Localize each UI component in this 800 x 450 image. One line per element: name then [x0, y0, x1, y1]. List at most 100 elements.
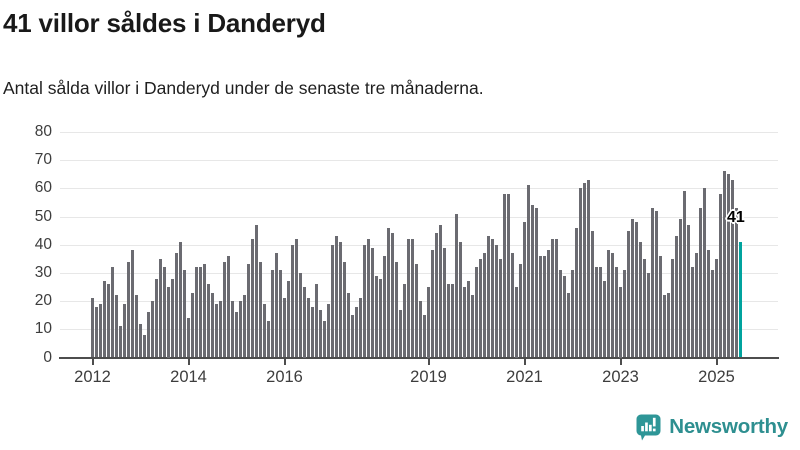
bar: [183, 270, 187, 358]
bar: [327, 303, 331, 358]
bar: [367, 239, 371, 358]
bar: [583, 182, 587, 358]
bar: [167, 287, 171, 358]
bar: [531, 205, 535, 358]
bar: [379, 278, 383, 358]
bar: [623, 270, 627, 358]
x-axis-line: [59, 357, 779, 359]
bar: [403, 284, 407, 358]
bar: [151, 301, 155, 358]
x-axis-tick: [715, 358, 718, 365]
newsworthy-logo[interactable]: Newsworthy: [635, 412, 788, 442]
bar: [155, 278, 159, 358]
chart-subtitle: Antal sålda villor i Danderyd under de s…: [3, 78, 484, 98]
bar: [563, 275, 567, 358]
bar: [451, 284, 455, 358]
bar: [731, 179, 735, 358]
bar: [279, 270, 283, 358]
x-axis-year-label: 2023: [602, 367, 639, 386]
bar: [219, 301, 223, 358]
bar: [339, 241, 343, 358]
gridline: [60, 272, 778, 274]
bar: [615, 267, 619, 358]
bar: [335, 236, 339, 358]
bar: [631, 219, 635, 358]
bar: [103, 281, 107, 358]
bar: [527, 185, 531, 358]
bar: [487, 236, 491, 358]
bar: [303, 287, 307, 358]
bar: [247, 264, 251, 358]
bar: [159, 258, 163, 358]
bar: [287, 281, 291, 358]
bar: [519, 264, 523, 358]
bar: [671, 258, 675, 358]
bar: [611, 253, 615, 358]
bar: [111, 267, 115, 358]
bar: [375, 275, 379, 358]
bar: [275, 253, 279, 358]
bar: [271, 270, 275, 358]
x-axis-tick: [427, 358, 430, 365]
bar: [295, 239, 299, 358]
bar: [91, 298, 95, 358]
bar: [591, 230, 595, 358]
bar: [607, 250, 611, 358]
bar: [343, 261, 347, 358]
x-axis-tick: [187, 358, 190, 365]
bar: [547, 250, 551, 358]
bar: [659, 255, 663, 358]
bar: [347, 292, 351, 358]
bar: [147, 312, 151, 358]
bar: [715, 258, 719, 358]
bar: [187, 318, 191, 358]
newsworthy-wordmark: Newsworthy: [669, 415, 788, 438]
bar: [355, 306, 359, 358]
bar: [235, 312, 239, 358]
x-axis-year-label: 2012: [74, 367, 111, 386]
x-axis-year-label: 2025: [698, 367, 735, 386]
bar: [135, 295, 139, 358]
y-axis-tick-label: 60: [34, 179, 52, 197]
bar: [495, 244, 499, 358]
bar: [543, 255, 547, 358]
x-axis-tick: [523, 358, 526, 365]
bar: [455, 213, 459, 358]
bar: [171, 278, 175, 358]
bar: [559, 270, 563, 358]
newsworthy-speech-bubble-barchart-icon: [636, 414, 661, 440]
bar: [351, 315, 355, 358]
bar: [719, 193, 723, 358]
bar: [471, 295, 475, 358]
bar: [255, 224, 259, 358]
bar: [499, 258, 503, 358]
y-axis-tick-label: 10: [34, 320, 52, 338]
bar: [603, 281, 607, 358]
bar: [595, 267, 599, 358]
bar: [239, 301, 243, 358]
y-axis-tick-label: 50: [34, 207, 52, 225]
bar: [315, 284, 319, 358]
bar: [323, 320, 327, 358]
bar: [683, 191, 687, 358]
gridline: [60, 160, 778, 162]
bar: [251, 239, 255, 358]
gridline: [60, 216, 778, 218]
y-axis-tick-label: 20: [34, 292, 52, 310]
bar: [463, 287, 467, 358]
y-axis-tick-label: 40: [34, 235, 52, 253]
x-axis-year-label: 2014: [170, 367, 207, 386]
bar: [695, 253, 699, 358]
bar: [427, 287, 431, 358]
bar: [299, 272, 303, 358]
bar: [107, 284, 111, 358]
bar: [423, 315, 427, 358]
y-axis-tick-label: 0: [43, 348, 52, 366]
page-title: 41 villor såldes i Danderyd: [3, 8, 326, 38]
x-axis-tick: [91, 358, 94, 365]
bar: [311, 306, 315, 358]
bar: [359, 298, 363, 358]
y-axis-tick-label: 30: [34, 263, 52, 281]
bar: [371, 247, 375, 358]
bar: [599, 267, 603, 358]
